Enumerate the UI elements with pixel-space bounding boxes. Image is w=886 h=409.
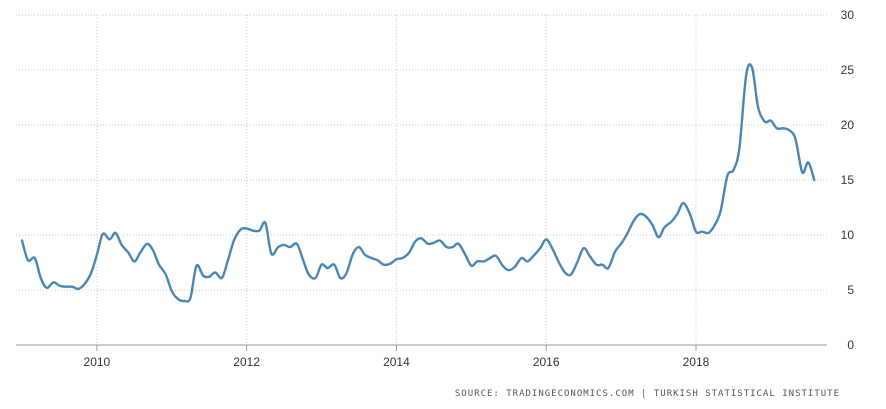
x-tick-label: 2018	[683, 355, 710, 369]
y-tick-label: 20	[841, 118, 855, 132]
y-gridlines	[16, 14, 827, 291]
x-axis-tick-labels: 2010 2012 2014 2016 2018	[84, 355, 710, 369]
y-tick-label: 10	[841, 228, 855, 242]
y-tick-label: 0	[847, 338, 854, 352]
x-tick-label: 2016	[533, 355, 560, 369]
y-tick-label: 15	[841, 173, 855, 187]
series-group	[20, 63, 816, 303]
y-axis-tick-labels: 0 5 10 15 20 25 30	[841, 8, 855, 352]
y-tick-label: 30	[841, 8, 855, 22]
x-tick-label: 2012	[233, 355, 260, 369]
x-tick-label: 2014	[383, 355, 410, 369]
x-tick-label: 2010	[84, 355, 111, 369]
series-line	[20, 63, 816, 303]
x-gridlines	[96, 15, 697, 345]
y-tick-label: 25	[841, 63, 855, 77]
source-attribution: SOURCE: TRADINGECONOMICS.COM | TURKISH S…	[454, 389, 840, 399]
y-tick-label: 5	[847, 283, 854, 297]
x-axis-ticks	[96, 345, 697, 351]
